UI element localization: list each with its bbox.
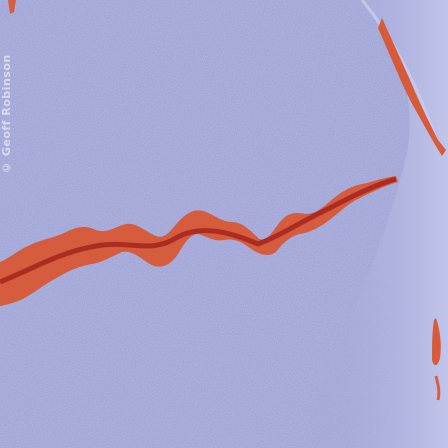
- crack-main-core: [0, 176, 397, 285]
- watermark-text: © Geoff Robinson: [0, 54, 13, 174]
- crack-top-left: [8, 0, 16, 14]
- curb-edge-line: [360, 0, 442, 151]
- crack-right-edge-tail: [434, 375, 441, 401]
- crack-main: [0, 176, 398, 306]
- crack-right-edge: [432, 318, 441, 366]
- crack-top-right: [378, 18, 446, 156]
- curb-surface: [300, 0, 448, 448]
